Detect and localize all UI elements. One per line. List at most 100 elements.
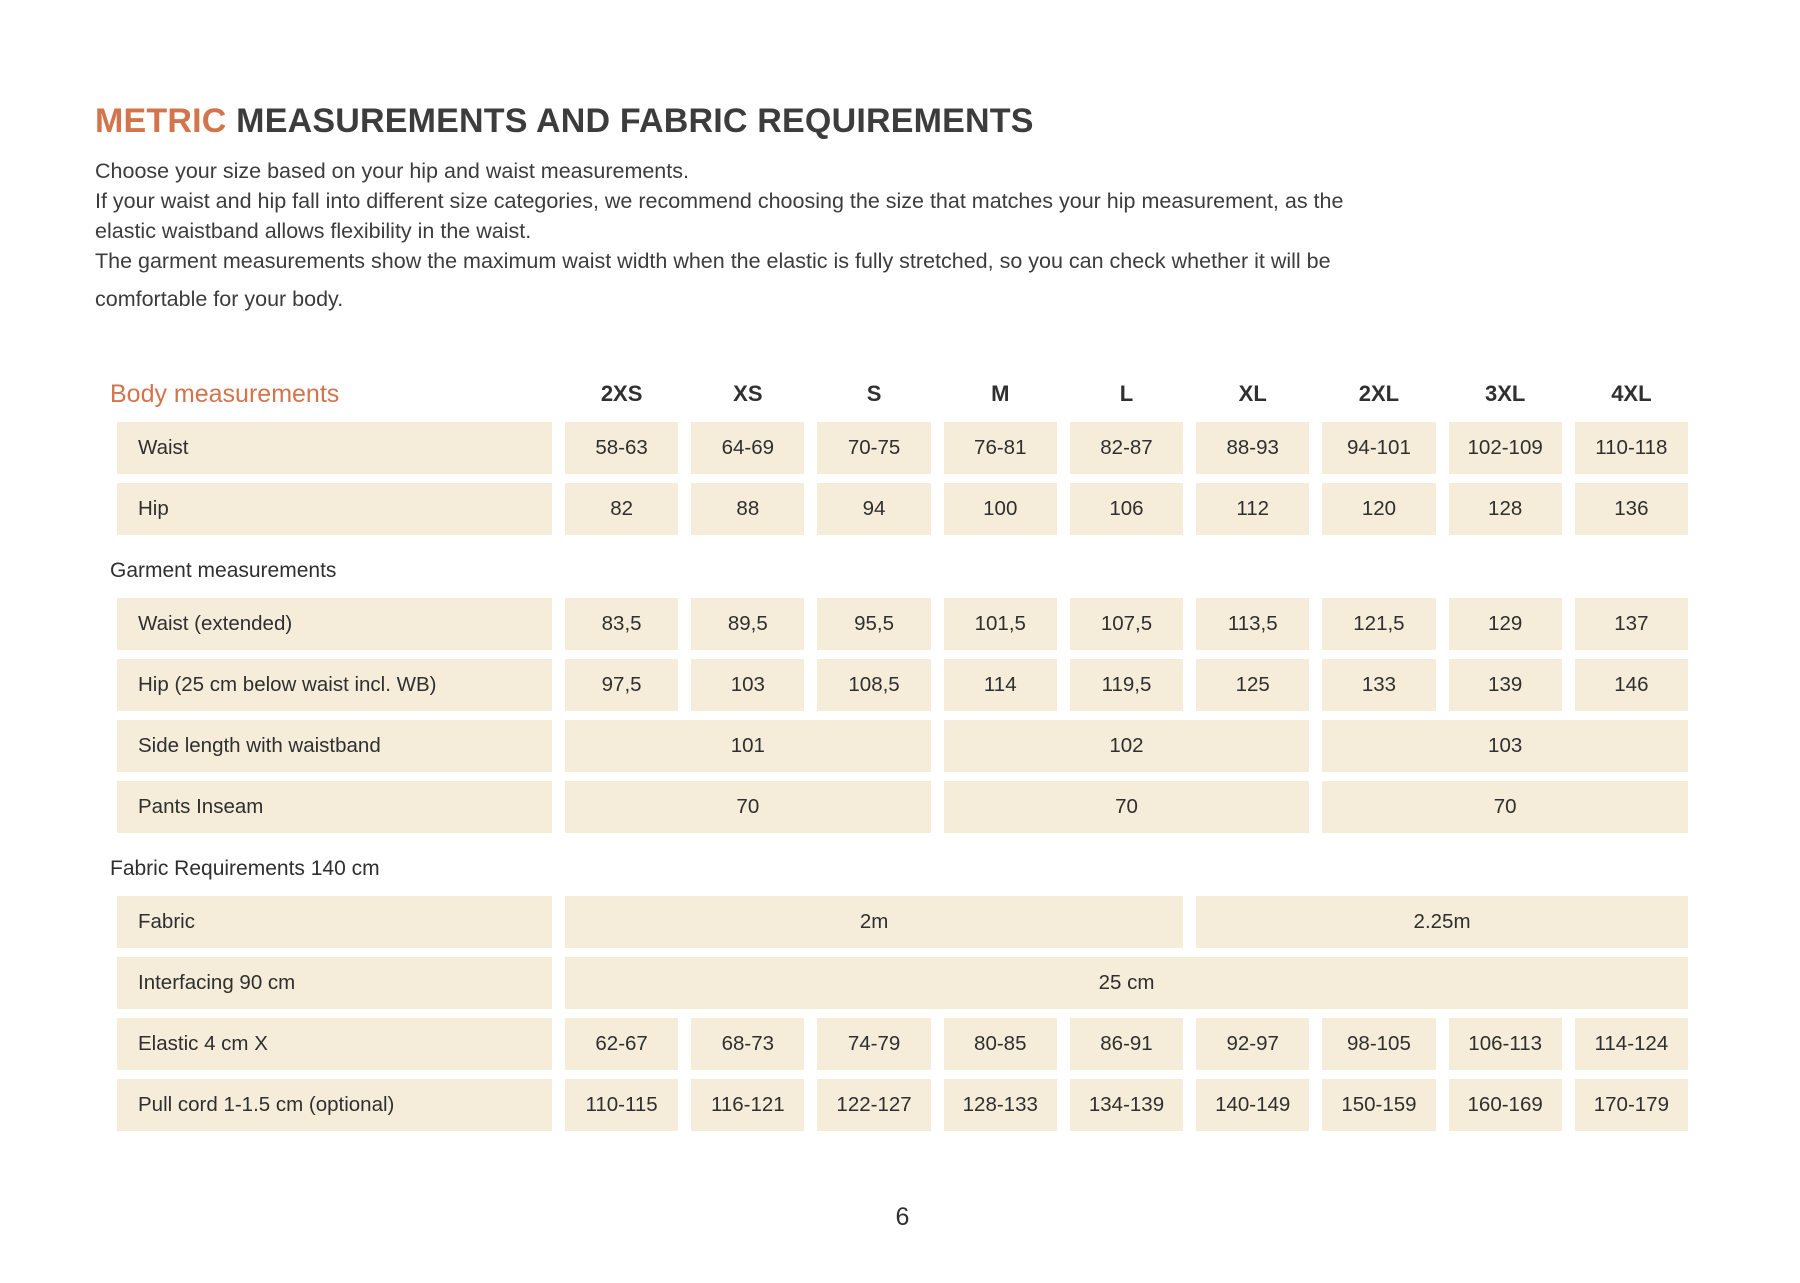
table-row: Side length with waistband 101 102 103 (117, 720, 1688, 772)
table-row: Hip 82 88 94 100 106 112 120 128 136 (117, 483, 1688, 535)
table-cell: 128 (1448, 483, 1562, 535)
table-cell: 80-85 (943, 1018, 1057, 1070)
page-number: 6 (895, 1203, 910, 1231)
table-cell: 113,5 (1196, 598, 1310, 650)
table-cell: 92-97 (1196, 1018, 1310, 1070)
table-cell: 103 (691, 659, 805, 711)
intro-line: The garment measurements show the maximu… (95, 249, 1331, 273)
table-cell-merged: 2.25m (1196, 896, 1688, 948)
table-row: Waist 58-63 64-69 70-75 76-81 82-87 88-93 94-10… (117, 422, 1688, 474)
table-cell-merged: 70 (1322, 781, 1688, 833)
row-label: Pull cord 1-1.5 cm (optional) (117, 1079, 552, 1131)
table-cell: 100 (943, 483, 1057, 535)
table-cell: 98-105 (1322, 1018, 1436, 1070)
table-cell: 160-169 (1448, 1079, 1562, 1131)
table-cell: 94-101 (1322, 422, 1436, 474)
table-cell: 106-113 (1448, 1018, 1562, 1070)
size-table: Body measurements 2XS XS S M L XL 2XL 3XL 4XL Wais… (110, 372, 1688, 1131)
size-header-2xs: 2XS (600, 381, 643, 406)
table-cell: 95,5 (817, 598, 931, 650)
table-cell: 110-118 (1574, 422, 1688, 474)
table-cell: 128-133 (943, 1079, 1057, 1131)
table-cell: 76-81 (943, 422, 1057, 474)
table-cell: 116-121 (691, 1079, 805, 1131)
page-title-accent: METRIC (95, 102, 227, 140)
intro-line: Choose your size based on your hip and w… (95, 159, 689, 183)
page-title-rest: MEASUREMENTS AND FABRIC REQUIREMENTS (226, 102, 1034, 140)
table-row: Pull cord 1-1.5 cm (optional) 110-115 116-… (117, 1079, 1688, 1131)
table-row: Hip (25 cm below waist incl. WB) 97,5 103 1… (117, 659, 1688, 711)
row-label: Interfacing 90 cm (117, 957, 552, 1009)
table-cell: 133 (1322, 659, 1436, 711)
table-cell: 125 (1196, 659, 1310, 711)
row-label: Hip (117, 483, 552, 535)
section-header: Fabric Requirements 140 cm (110, 857, 380, 880)
page-title: METRIC MEASUREMENTS AND FABRIC REQUIREME… (95, 103, 1715, 140)
row-label: Hip (25 cm below waist incl. WB) (117, 659, 552, 711)
table-cell: 129 (1448, 598, 1562, 650)
row-label: Fabric (117, 896, 552, 948)
table-cell: 101,5 (943, 598, 1057, 650)
table-cell: 170-179 (1574, 1079, 1688, 1131)
document-page: METRIC MEASUREMENTS AND FABRIC REQUIREME… (95, 103, 1715, 1232)
section-header: Garment measurements (110, 559, 337, 582)
intro-line: comfortable for your body. (95, 287, 344, 311)
row-label: Waist (117, 422, 552, 474)
table-cell: 139 (1448, 659, 1562, 711)
table-cell: 88 (691, 483, 805, 535)
table-cell: 140-149 (1196, 1079, 1310, 1131)
table-cell: 102-109 (1448, 422, 1562, 474)
table-cell: 137 (1574, 598, 1688, 650)
intro-line: If your waist and hip fall into differen… (95, 189, 1344, 213)
table-row: Waist (extended) 83,5 89,5 95,5 101,5 107,5 11… (117, 598, 1688, 650)
table-cell-merged: 70 (943, 781, 1310, 833)
size-header-xs: XS (733, 381, 763, 406)
intro-text: Choose your size based on your hip and w… (95, 156, 1715, 314)
table-cell: 64-69 (691, 422, 805, 474)
table-cell: 119,5 (1069, 659, 1184, 711)
size-header-l: L (1119, 381, 1134, 406)
table-cell: 136 (1574, 483, 1688, 535)
table-cell: 114 (943, 659, 1057, 711)
table-cell: 94 (817, 483, 931, 535)
table-cell: 146 (1574, 659, 1688, 711)
table-cell: 122-127 (817, 1079, 931, 1131)
size-header-2xl: 2XL (1358, 381, 1400, 406)
table-cell: 121,5 (1322, 598, 1436, 650)
row-label: Elastic 4 cm X (117, 1018, 552, 1070)
table-cell: 114-124 (1574, 1018, 1688, 1070)
row-label: Pants Inseam (117, 781, 552, 833)
table-cell: 82-87 (1069, 422, 1184, 474)
table-cell: 106 (1069, 483, 1184, 535)
table-row: Elastic 4 cm X 62-67 68-73 74-79 80-85 86-91 9… (117, 1018, 1688, 1070)
table-cell: 150-159 (1322, 1079, 1436, 1131)
table-cell: 110-115 (565, 1079, 679, 1131)
table-cell: 62-67 (565, 1018, 679, 1070)
table-cell: 58-63 (565, 422, 679, 474)
table-cell-merged: 2m (565, 896, 1184, 948)
table-cell: 112 (1196, 483, 1310, 535)
table-cell: 89,5 (691, 598, 805, 650)
table-cell: 74-79 (817, 1018, 931, 1070)
table-row: Interfacing 90 cm 25 cm (117, 957, 1688, 1009)
table-cell: 88-93 (1196, 422, 1310, 474)
table-cell: 82 (565, 483, 679, 535)
table-row: Fabric 2m 2.25m (117, 896, 1688, 948)
table-cell: 134-139 (1069, 1079, 1184, 1131)
table-cell-merged: 25 cm (565, 957, 1688, 1009)
table-header-row: Body measurements 2XS XS S M L XL 2XL 3XL 4XL (110, 372, 1688, 416)
table-cell: 107,5 (1069, 598, 1184, 650)
table-cell: 70-75 (817, 422, 931, 474)
table-cell-merged: 70 (565, 781, 931, 833)
table-cell: 86-91 (1069, 1018, 1184, 1070)
table-row: Pants Inseam 70 70 70 (117, 781, 1688, 833)
table-cell: 97,5 (565, 659, 679, 711)
size-header-xl: XL (1238, 381, 1267, 406)
table-cell: 68-73 (691, 1018, 805, 1070)
size-header-4xl: 4XL (1611, 381, 1652, 406)
table-cell-merged: 103 (1322, 720, 1688, 772)
intro-line: elastic waistband allows flexibility in … (95, 219, 532, 243)
size-header-m: M (991, 381, 1010, 406)
table-cell: 120 (1322, 483, 1436, 535)
table-cell: 108,5 (817, 659, 931, 711)
